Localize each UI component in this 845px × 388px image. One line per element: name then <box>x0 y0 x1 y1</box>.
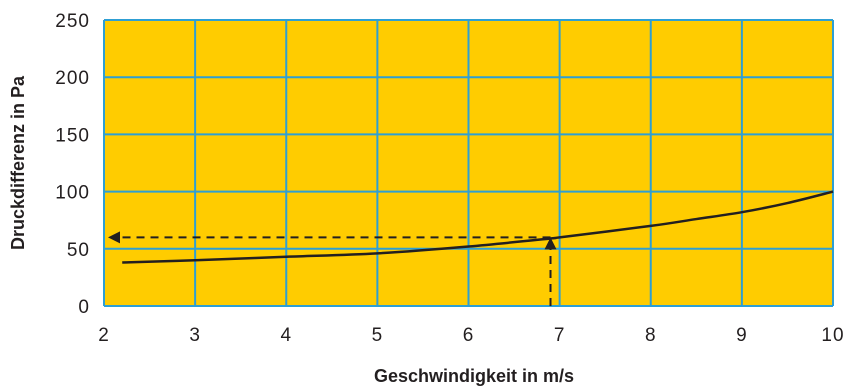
x-tick-label: 5 <box>372 325 384 346</box>
x-tick-label: 8 <box>645 325 657 346</box>
annotation-dashed-arrows <box>108 231 557 306</box>
x-tick-labels: 2 3 4 5 6 7 8 9 10 <box>98 325 844 346</box>
x-axis-label: Geschwindigkeit in m/s <box>374 366 574 386</box>
x-tick-label: 9 <box>736 325 748 346</box>
left-arrowhead-icon <box>108 231 120 244</box>
x-tick-label: 7 <box>554 325 566 346</box>
x-tick-label: 6 <box>463 325 475 346</box>
y-tick-labels: 0 50 100 150 200 250 <box>55 11 90 318</box>
y-tick-label: 100 <box>55 183 90 204</box>
x-tick-label: 10 <box>821 325 844 346</box>
series-line <box>122 190 834 264</box>
y-tick-label: 200 <box>55 68 90 89</box>
y-tick-label: 50 <box>67 240 90 261</box>
grid <box>103 19 834 307</box>
x-tick-label: 4 <box>280 325 292 346</box>
y-axis-label: Druckdifferenz in Pa <box>8 75 28 250</box>
up-arrowhead-icon <box>544 237 557 250</box>
y-tick-label: 0 <box>78 297 90 318</box>
y-tick-label: 250 <box>55 11 90 32</box>
y-tick-label: 150 <box>55 125 90 146</box>
x-tick-label: 3 <box>189 325 201 346</box>
x-tick-label: 2 <box>98 325 110 346</box>
